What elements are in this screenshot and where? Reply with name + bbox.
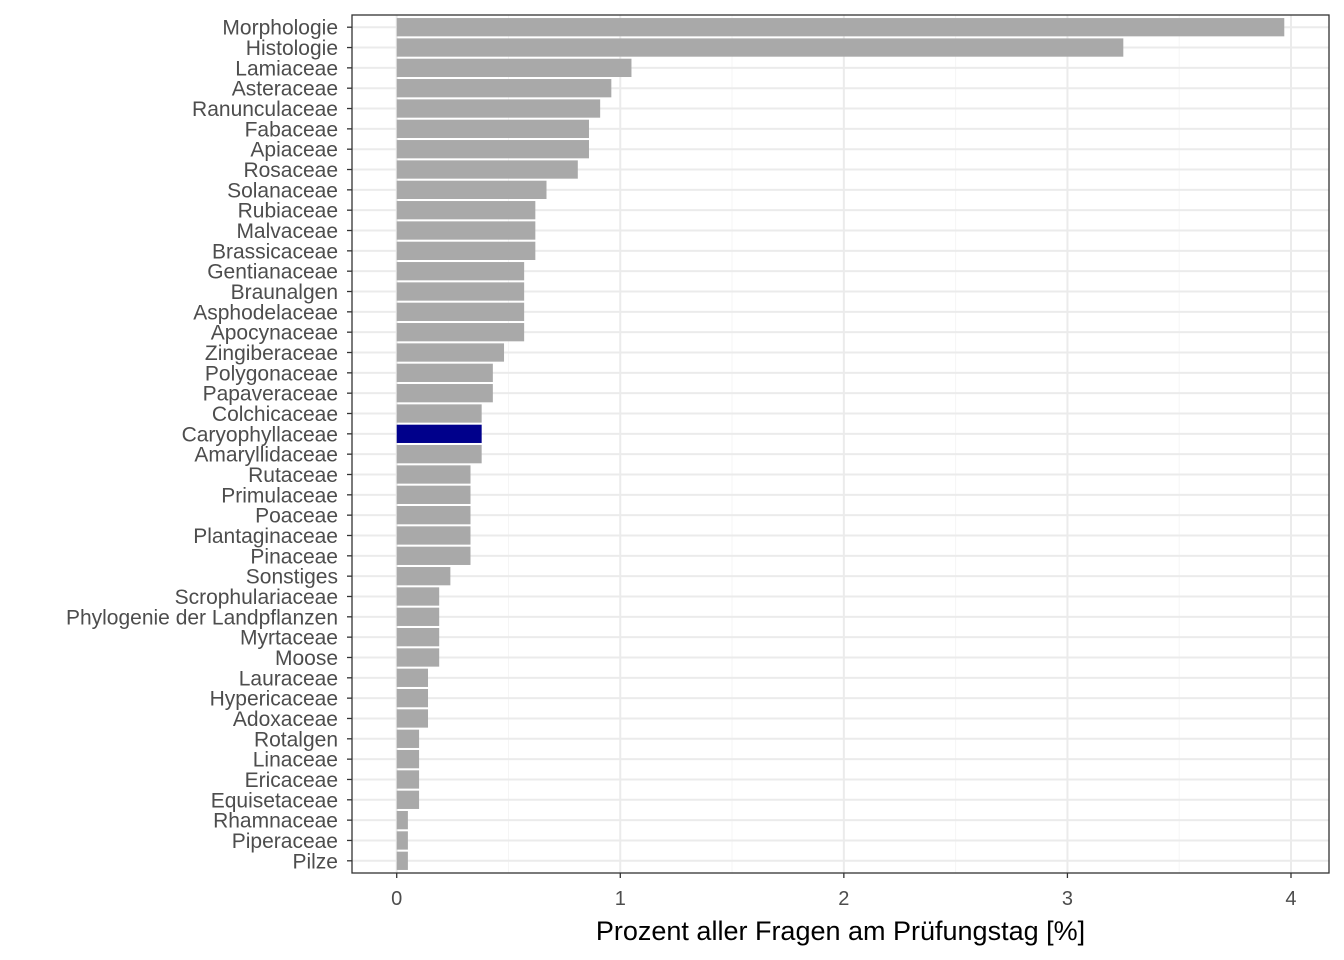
y-tick-label: Phylogenie der Landpflanzen [66,606,338,629]
bar [396,18,1285,37]
bar [396,180,547,200]
y-tick-label: Rotalgen [254,728,338,751]
x-tick-label: 1 [615,888,626,910]
y-tick-label: Colchicaceae [212,403,338,426]
bar [396,648,440,667]
bar [396,485,471,504]
y-tick-label: Rutaceae [248,464,338,487]
bar [396,668,429,687]
y-tick-label: Apiaceae [250,139,338,162]
bars [396,18,1285,870]
y-tick-label: Rosaceae [243,159,338,182]
bar [396,445,482,464]
bar [396,749,420,769]
bar [396,628,440,647]
bar [396,79,612,98]
bar [396,262,525,281]
bar [396,241,536,260]
bar [396,546,471,565]
y-tick-label: Sonstiges [246,566,338,589]
y-tick-label: Lamiaceae [235,57,338,80]
panel-border [351,14,1330,874]
bar [396,119,589,139]
y-tick-label: Adoxaceae [233,708,338,731]
bar [396,404,482,423]
y-tick-label: Histologie [246,37,338,60]
x-tick-label: 0 [391,888,402,910]
x-axis-title: Prozent aller Fragen am Prüfungstag [%] [596,916,1085,946]
bar [396,160,578,179]
y-tick-label: Amaryllidaceae [194,444,338,467]
bar [396,282,525,301]
y-tick-label: Plantaginaceae [193,525,338,548]
y-tick-label: Papaveraceae [203,383,338,406]
bar [396,38,1124,57]
y-tick-label: Malvaceae [236,220,338,243]
y-tick-label: Fabaceae [245,118,338,141]
bar [396,790,420,809]
y-tick-label: Ranunculaceae [192,98,338,121]
y-tick-label: Piperaceae [232,830,338,853]
bar [396,709,429,728]
bar [396,770,420,789]
bar [396,140,589,159]
y-tick-label: Caryophyllaceae [182,423,338,446]
y-axis: MorphologieHistologieLamiaceaeAsteraceae… [66,17,352,873]
bar [396,323,525,342]
bar [396,526,471,545]
bar [396,587,440,606]
bar [396,424,482,443]
x-tick-label: 3 [1062,888,1073,910]
bar [396,688,429,708]
bar [396,831,408,850]
bar [396,810,408,830]
y-tick-label: Morphologie [222,17,338,40]
bar [396,729,420,748]
y-tick-label: Moose [275,647,338,670]
y-tick-label: Linaceae [253,749,338,772]
bar [396,201,536,220]
y-tick-label: Asteraceae [232,78,338,101]
y-tick-label: Pilze [292,850,338,873]
y-tick-label: Poaceae [255,505,338,528]
bar [396,851,408,870]
y-tick-label: Brassicaceae [212,240,338,263]
y-tick-label: Rubiaceae [238,200,338,223]
y-tick-label: Braunalgen [231,281,338,304]
bar [396,221,536,240]
y-tick-label: Lauraceae [239,667,338,690]
y-tick-label: Hypericaceae [210,688,338,711]
bar [396,567,451,586]
bar [396,506,471,525]
y-tick-label: Gentianaceae [207,261,338,284]
bar [396,465,471,484]
y-tick-label: Scrophulariaceae [175,586,338,609]
bar [396,343,505,362]
y-tick-label: Ericaceae [245,769,338,792]
y-tick-label: Rhamnaceae [213,810,338,833]
x-axis: 0 1 2 3 4 [391,873,1297,910]
x-tick-label: 4 [1285,888,1296,910]
bar [396,607,440,626]
x-tick-label: 2 [838,888,849,910]
y-tick-label: Asphodelaceae [193,301,338,324]
bar [396,363,493,382]
y-tick-label: Equisetaceae [211,789,338,812]
y-tick-label: Zingiberaceae [205,342,338,365]
y-tick-label: Myrtaceae [240,627,338,650]
bar [396,302,525,321]
bar [396,384,493,403]
y-tick-label: Solanaceae [227,179,338,202]
bar [396,99,601,118]
bar [396,58,632,78]
y-tick-label: Apocynaceae [211,322,338,345]
y-tick-label: Pinaceae [250,545,338,568]
y-tick-label: Polygonaceae [205,362,338,385]
y-tick-label: Primulaceae [221,484,338,507]
